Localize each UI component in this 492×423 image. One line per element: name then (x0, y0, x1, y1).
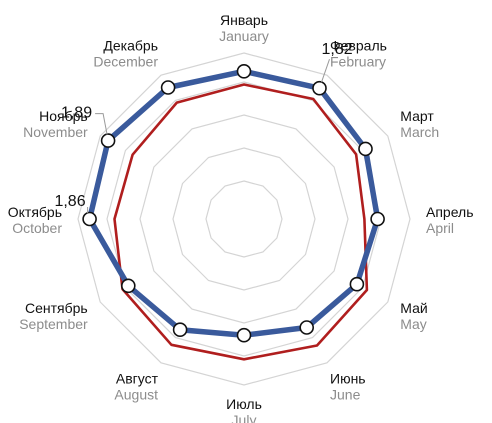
label-ru-june: Июнь (330, 370, 366, 386)
data-point-january (236, 64, 252, 79)
label-en-september: September (19, 316, 88, 332)
label-ru-july: Июль (226, 396, 262, 412)
data-point-august (172, 322, 188, 338)
label-en-january: January (219, 28, 269, 44)
label-ru-november: Ноябрь (39, 108, 88, 124)
label-en-october: October (12, 220, 62, 236)
label-ru-august: Август (116, 370, 159, 386)
data-point-june (299, 320, 315, 335)
data-point-may (349, 276, 365, 292)
label-en-december: December (93, 54, 158, 70)
label-ru-october: Октябрь (8, 204, 62, 220)
annotation-leader-february (321, 59, 330, 83)
label-en-march: March (400, 124, 439, 140)
annotation-november: 1,89 (61, 105, 92, 122)
grid-ring-2 (172, 147, 316, 291)
label-en-april: April (426, 220, 454, 236)
annotation-february: 1,82 (322, 41, 353, 58)
data-point-december (160, 80, 176, 95)
grid-ring-5 (77, 52, 411, 386)
data-point-september (121, 278, 136, 294)
data-point-november (100, 133, 116, 148)
label-ru-december: Декабрь (103, 38, 158, 54)
radar-markers (82, 64, 385, 343)
annotation-leader-november (95, 113, 108, 135)
label-en-november: November (23, 124, 88, 140)
value-annotations: 1,82 1,86 1,89 (54, 41, 353, 213)
label-ru-january: Январь (220, 12, 268, 28)
label-en-june: June (330, 386, 361, 402)
label-en-may: May (400, 316, 426, 332)
data-point-april (370, 211, 385, 227)
series-red-line (113, 83, 369, 361)
label-ru-may: Май (400, 300, 427, 316)
data-point-july (236, 327, 252, 343)
data-point-february (312, 80, 327, 96)
data-point-march (358, 141, 373, 157)
label-en-july: July (232, 412, 257, 423)
annotation-october: 1,86 (54, 193, 85, 210)
label-ru-february: Февраль (330, 38, 387, 54)
label-en-august: August (114, 386, 158, 402)
label-ru-september: Сентябрь (25, 300, 88, 316)
grid-ring-3 (139, 114, 349, 324)
data-point-october (82, 211, 97, 227)
grid-ring-4 (106, 81, 382, 357)
label-ru-april: Апрель (426, 204, 474, 220)
label-ru-march: Март (400, 108, 434, 124)
label-en-february: February (330, 54, 386, 70)
grid-ring-1 (205, 180, 283, 258)
